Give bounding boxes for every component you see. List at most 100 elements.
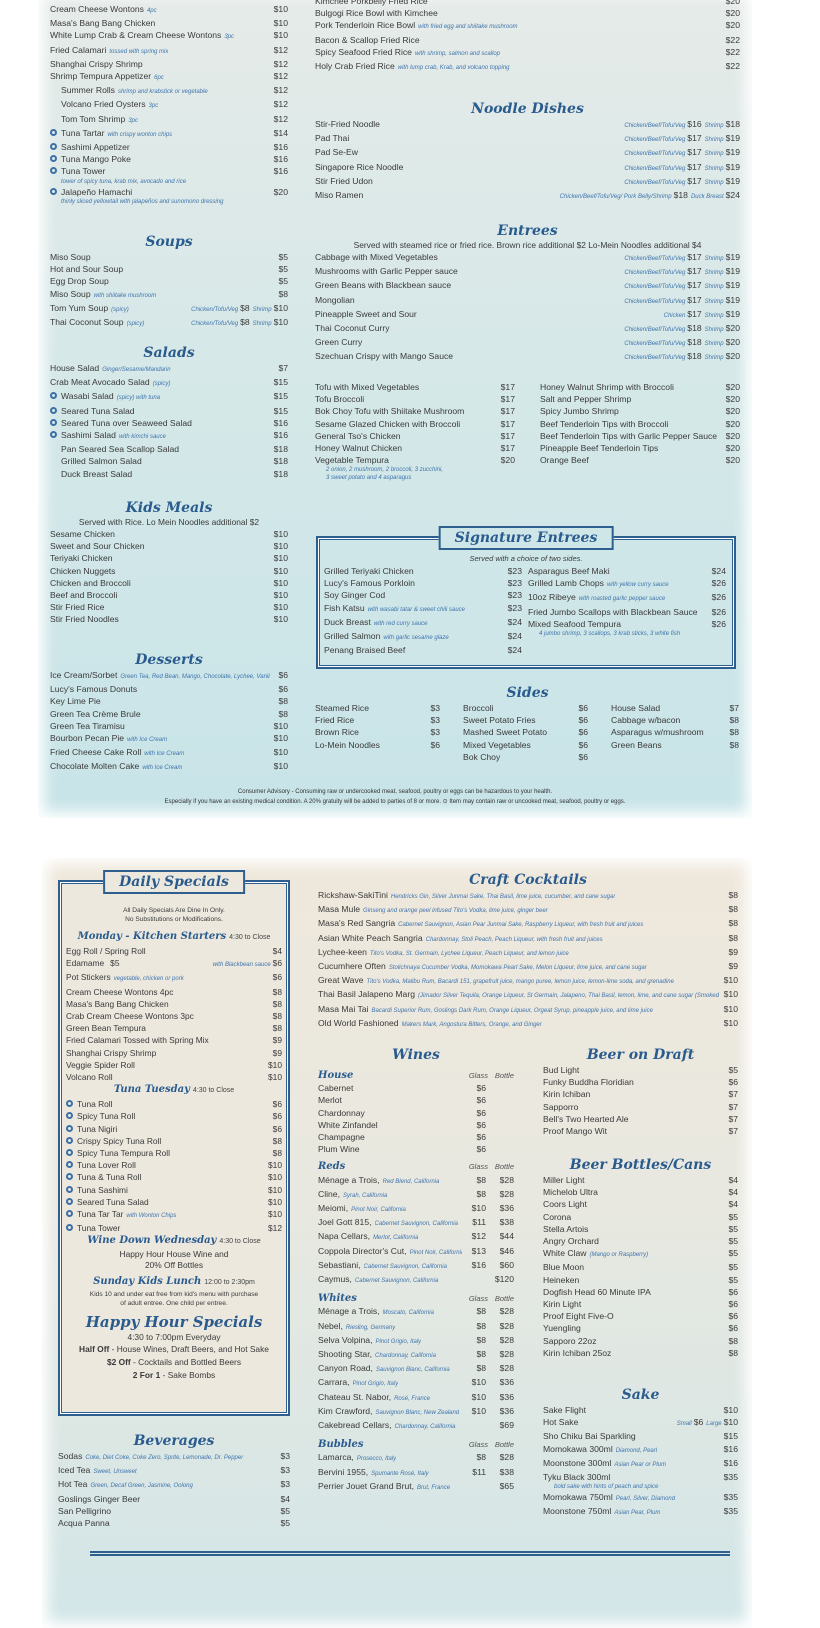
item-name: Vegetable Tempura [315, 455, 389, 466]
bottle-price: $46 [499, 1245, 514, 1256]
menu-item: Seared Tuna Salad $10 [66, 1196, 282, 1208]
menu-item: Canyon Road, Sauvignon Blanc, California $… [318, 1362, 514, 1376]
menu-item: Green Bean Tempura $8 [66, 1022, 282, 1034]
menu-item: Tuna Roll $6 [66, 1098, 282, 1110]
item-name: Orange Beef [540, 455, 589, 466]
item-name: Thai Basil Jalapeno Marg [318, 989, 415, 1000]
item-description: (Mango or Raspberry) [589, 1252, 649, 1259]
option-price: $16 [687, 119, 702, 129]
item-price: $24 [507, 616, 522, 627]
item-name: Meiomi, [318, 1203, 349, 1214]
wine-group-title: House [318, 1070, 354, 1081]
item-description: with lump crab, Krab, and volcano toppin… [397, 65, 510, 72]
option-label: Chicken/Beef/Tofu/Veg [624, 270, 686, 277]
item-price: $8 [728, 918, 738, 929]
menu-item: Shooting Star, Chardonnay, California $8 $2… [318, 1348, 514, 1362]
item-description: Ginger/Sesame/Mandarin [102, 367, 171, 373]
item-price: $5 [110, 958, 120, 969]
daily-specials-heading: Daily Specials [103, 870, 245, 894]
menu-item: Kimchee Porkbelly Fried Rice $20 [315, 0, 740, 7]
menu-item: Sesame Chicken $10 [50, 528, 288, 540]
item-price: $15 [273, 391, 288, 402]
item-name: Momokawa 750ml [543, 1492, 613, 1503]
item-name: Salt and Pepper Shrimp [540, 394, 632, 405]
item-name: Seared Tuna over Seaweed Salad [61, 417, 192, 428]
item-price: $5 [728, 1236, 738, 1247]
item-note: 2 onion, 2 mushroom, 2 broccoli, 3 zucch… [326, 467, 444, 474]
item-price: $3 [280, 1465, 290, 1476]
column-header: Bottle [494, 1071, 514, 1080]
item-name: Sweet and Sour Chicken [50, 541, 145, 552]
item-price: $3 [280, 1451, 290, 1461]
signature-entrees-heading: Signature Entrees [438, 526, 614, 550]
menu-item: Broccoli $6 [463, 702, 588, 714]
item-name: Chocolate Molten Cake [50, 761, 140, 772]
wine-group-title: Whites [318, 1293, 357, 1305]
item-name: Thai Coconut Curry [315, 323, 390, 334]
item-name: Grilled Teriyaki Chicken [324, 566, 414, 576]
item-price: $12 [273, 71, 288, 82]
item-description: shrimp and krabstick or vegetable [117, 89, 208, 96]
item-price: $26 [711, 578, 726, 589]
item-description: Chardonnay, California [375, 1353, 436, 1360]
menu-item: Yuengling $6 [543, 1322, 738, 1334]
item-name: Green Bean Tempura [66, 1023, 146, 1034]
menu-item: Sebastiani, Cabernet Sauvignon, Californi… [318, 1259, 514, 1273]
item-price: $6 [272, 1111, 282, 1122]
special-heading: Sunday Kids Lunch 12:00 to 2:30pm [66, 1275, 282, 1290]
item-name: Bell's Two Hearted Ale [543, 1113, 629, 1124]
option-price: $10 [723, 1417, 738, 1428]
menu-item: Tofu with Mixed Vegetables $17 [315, 381, 515, 393]
menu-item: Old World Fashioned Makers Mark, Angostur… [318, 1017, 738, 1031]
item-price: $6 [272, 1099, 282, 1110]
menu-item: Sake Flight $10 [543, 1404, 738, 1416]
deal-label: 2 For 1 [132, 1370, 161, 1381]
glass-price: $10 [471, 1203, 486, 1214]
menu-item: Jalapeño Hamachi $20 [50, 186, 288, 198]
glass-price: $10 [471, 1377, 486, 1388]
item-name: Perrier Jouet Grand Brut, [318, 1480, 415, 1491]
special-title: Tuna Tuesday [113, 1084, 190, 1096]
option-label: Chicken/Beef/Tofu/Veg [624, 327, 686, 334]
item-name: Kim Crawford, [318, 1405, 373, 1416]
special-title: Wine Down Wednesday [87, 1235, 217, 1247]
menu-item: Fried Calamari Tossed with Spring Mix $9 [66, 1034, 282, 1046]
bottom-divider [90, 1551, 730, 1556]
item-name: Thai Coconut Soup [50, 317, 124, 328]
option-label: Shrimp [704, 123, 724, 129]
item-description: tossed with spring mix [109, 48, 169, 55]
menu-item: Bud Light $5 [543, 1064, 738, 1076]
menu-item: Merlot $6 [318, 1094, 514, 1106]
item-name: Green Beans with Blackbean sauce [315, 280, 452, 291]
item-price: $5 [280, 1518, 290, 1529]
item-name: Honey Walnut Shrimp with Broccoli [540, 382, 674, 392]
menu-item: Cabernet $6 [318, 1082, 514, 1094]
option-price: $17 [687, 175, 702, 186]
menu-item: Crab Cream Cheese Wontons 3pc $8 [66, 1010, 282, 1022]
item-price: $20 [725, 382, 740, 392]
section-heading: Noodle Dishes [471, 101, 584, 117]
entrees-left-list: Tofu with Mixed Vegetables $17 Tofu Brocco… [315, 381, 515, 482]
option-label: Shrimp [252, 306, 272, 313]
raw-item-icon [66, 1173, 73, 1181]
menu-item: Joel Gott 815, Cabernet Sauvignon, Califo… [318, 1216, 514, 1230]
item-price: $22 [725, 34, 740, 45]
item-name: Lychee-keen [318, 946, 367, 957]
option-price: $18 [687, 323, 702, 334]
menu-item: Mixed Seafood Tempura $26 [528, 618, 726, 630]
happy-hour-deal: Half Off - House Wines, Draft Beers, and… [66, 1343, 282, 1356]
item-name: Green Tea Tiramisu [50, 720, 125, 731]
option-label: Chicken/Beef/Tofu/Veg [624, 151, 686, 158]
item-name: Chardonnay [318, 1107, 365, 1118]
item-name: Nebel, [318, 1320, 343, 1331]
item-name: Pot Stickers [66, 972, 111, 983]
menu-item: Spicy Jumbo Shrimp $20 [540, 405, 740, 417]
raw-item-icon [50, 167, 57, 175]
menu-item: Great Wave Tito's Vodka, Malibu Rum, Baca… [318, 974, 738, 988]
menu-item: Tom Tom Shrimp 3pc $12 [50, 113, 288, 127]
option-price: $17 [687, 280, 702, 291]
entrees-section: Entrees Served with steamed rice or fried… [315, 222, 740, 365]
item-price: $3 [430, 715, 440, 726]
item-price: $10 [273, 4, 288, 14]
item-price: $7 [729, 703, 739, 713]
